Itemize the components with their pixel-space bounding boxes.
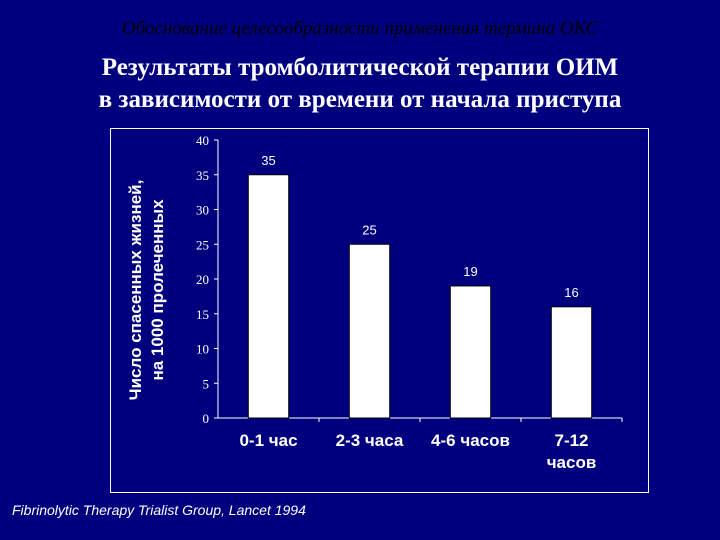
- y-axis-title: Число спасенных жизней, на 1000 пролечен…: [126, 180, 167, 401]
- data-label: 25: [362, 222, 376, 237]
- data-label: 35: [261, 153, 275, 168]
- y-tick-label: 15: [196, 307, 209, 322]
- y-tick-label: 25: [196, 237, 209, 252]
- source-citation: Fibrinolytic Therapy Trialist Group, Lan…: [12, 502, 306, 518]
- y-tick-label: 20: [196, 272, 209, 287]
- slide-title: Результаты тромболитической терапии ОИМ …: [0, 52, 720, 116]
- slide-supertitle: Обоснование целесообразности применения …: [121, 18, 599, 39]
- y-tick-label: 40: [196, 133, 209, 148]
- slide-title-line-2: в зависимости от времени от начала прист…: [98, 86, 622, 113]
- bar: [550, 306, 593, 419]
- x-category-label: 2-3 часа: [336, 431, 404, 450]
- bar: [449, 285, 492, 419]
- bar-chart: Число спасенных жизней, на 1000 пролечен…: [110, 128, 649, 493]
- bar: [348, 243, 391, 419]
- bar: [247, 174, 290, 419]
- data-label: 16: [564, 285, 578, 300]
- x-category-label: 4-6 часов: [431, 431, 510, 450]
- y-tick-label: 10: [196, 342, 209, 357]
- data-label: 19: [463, 264, 477, 279]
- y-axis-title-line-1: Число спасенных жизней,: [126, 180, 145, 401]
- x-category-label: 7-12: [554, 431, 588, 450]
- y-tick-label: 5: [203, 376, 210, 391]
- y-tick-label: 0: [203, 411, 210, 426]
- y-tick-label: 35: [196, 168, 209, 183]
- slide-title-line-1: Результаты тромболитической терапии ОИМ: [101, 54, 619, 81]
- y-tick-label: 30: [196, 203, 209, 218]
- x-category-label: часов: [547, 453, 597, 472]
- x-category-label: 0-1 час: [239, 431, 297, 450]
- y-axis-title-line-2: на 1000 пролеченных: [148, 199, 167, 381]
